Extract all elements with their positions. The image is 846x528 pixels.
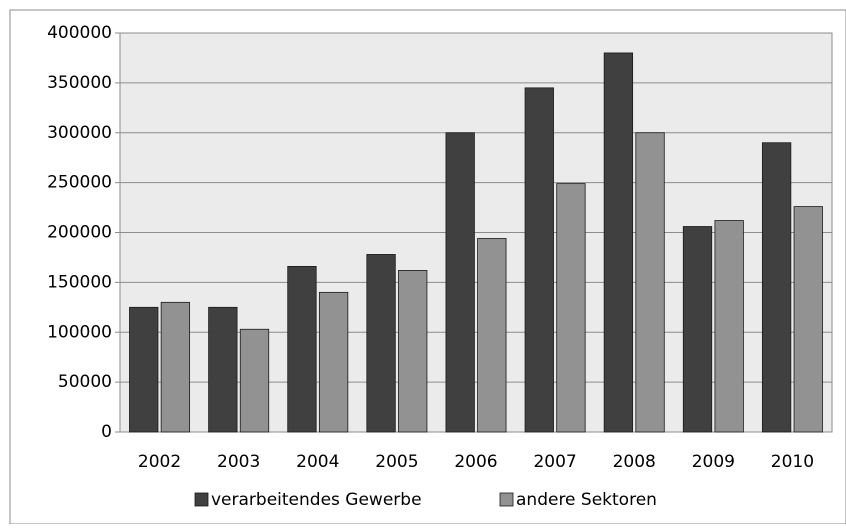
legend-label: verarbeitendes Gewerbe	[211, 490, 422, 510]
y-tick-label: 100000	[47, 322, 112, 342]
y-tick-label: 350000	[47, 73, 112, 93]
bar	[682, 226, 713, 433]
y-tick-label: 200000	[47, 223, 112, 243]
x-tick-label: 2005	[375, 452, 418, 472]
bar	[318, 291, 349, 433]
x-tick-label: 2007	[533, 452, 576, 472]
bar	[556, 183, 586, 433]
bar	[714, 220, 744, 433]
legend-swatch	[499, 492, 514, 507]
bar	[366, 254, 396, 433]
x-tick-label: 2004	[296, 452, 339, 472]
y-tick-label: 0	[101, 422, 112, 442]
x-tick-label: 2010	[771, 452, 814, 472]
bar	[603, 52, 634, 433]
bar	[445, 132, 475, 433]
x-tick-label: 2009	[692, 452, 735, 472]
x-tick-label: 2008	[613, 452, 656, 472]
bar	[793, 206, 823, 433]
bar	[524, 87, 554, 433]
x-tick-label: 2006	[454, 452, 497, 472]
bar	[208, 306, 238, 433]
x-tick-label: 2003	[217, 452, 260, 472]
y-tick-label: 50000	[58, 372, 112, 392]
bar	[160, 301, 191, 433]
bar	[129, 306, 159, 433]
y-tick-label: 400000	[47, 23, 112, 43]
bar	[239, 328, 270, 433]
bar	[287, 266, 317, 433]
bar	[398, 270, 428, 433]
legend-label: andere Sektoren	[516, 490, 657, 510]
y-tick-label: 300000	[47, 123, 112, 143]
y-tick-label: 250000	[47, 173, 112, 193]
bar	[761, 142, 792, 433]
x-tick-label: 2002	[138, 452, 181, 472]
bar	[635, 132, 665, 433]
bar	[477, 238, 507, 433]
legend-swatch	[194, 492, 209, 507]
y-tick-label: 150000	[47, 272, 112, 292]
